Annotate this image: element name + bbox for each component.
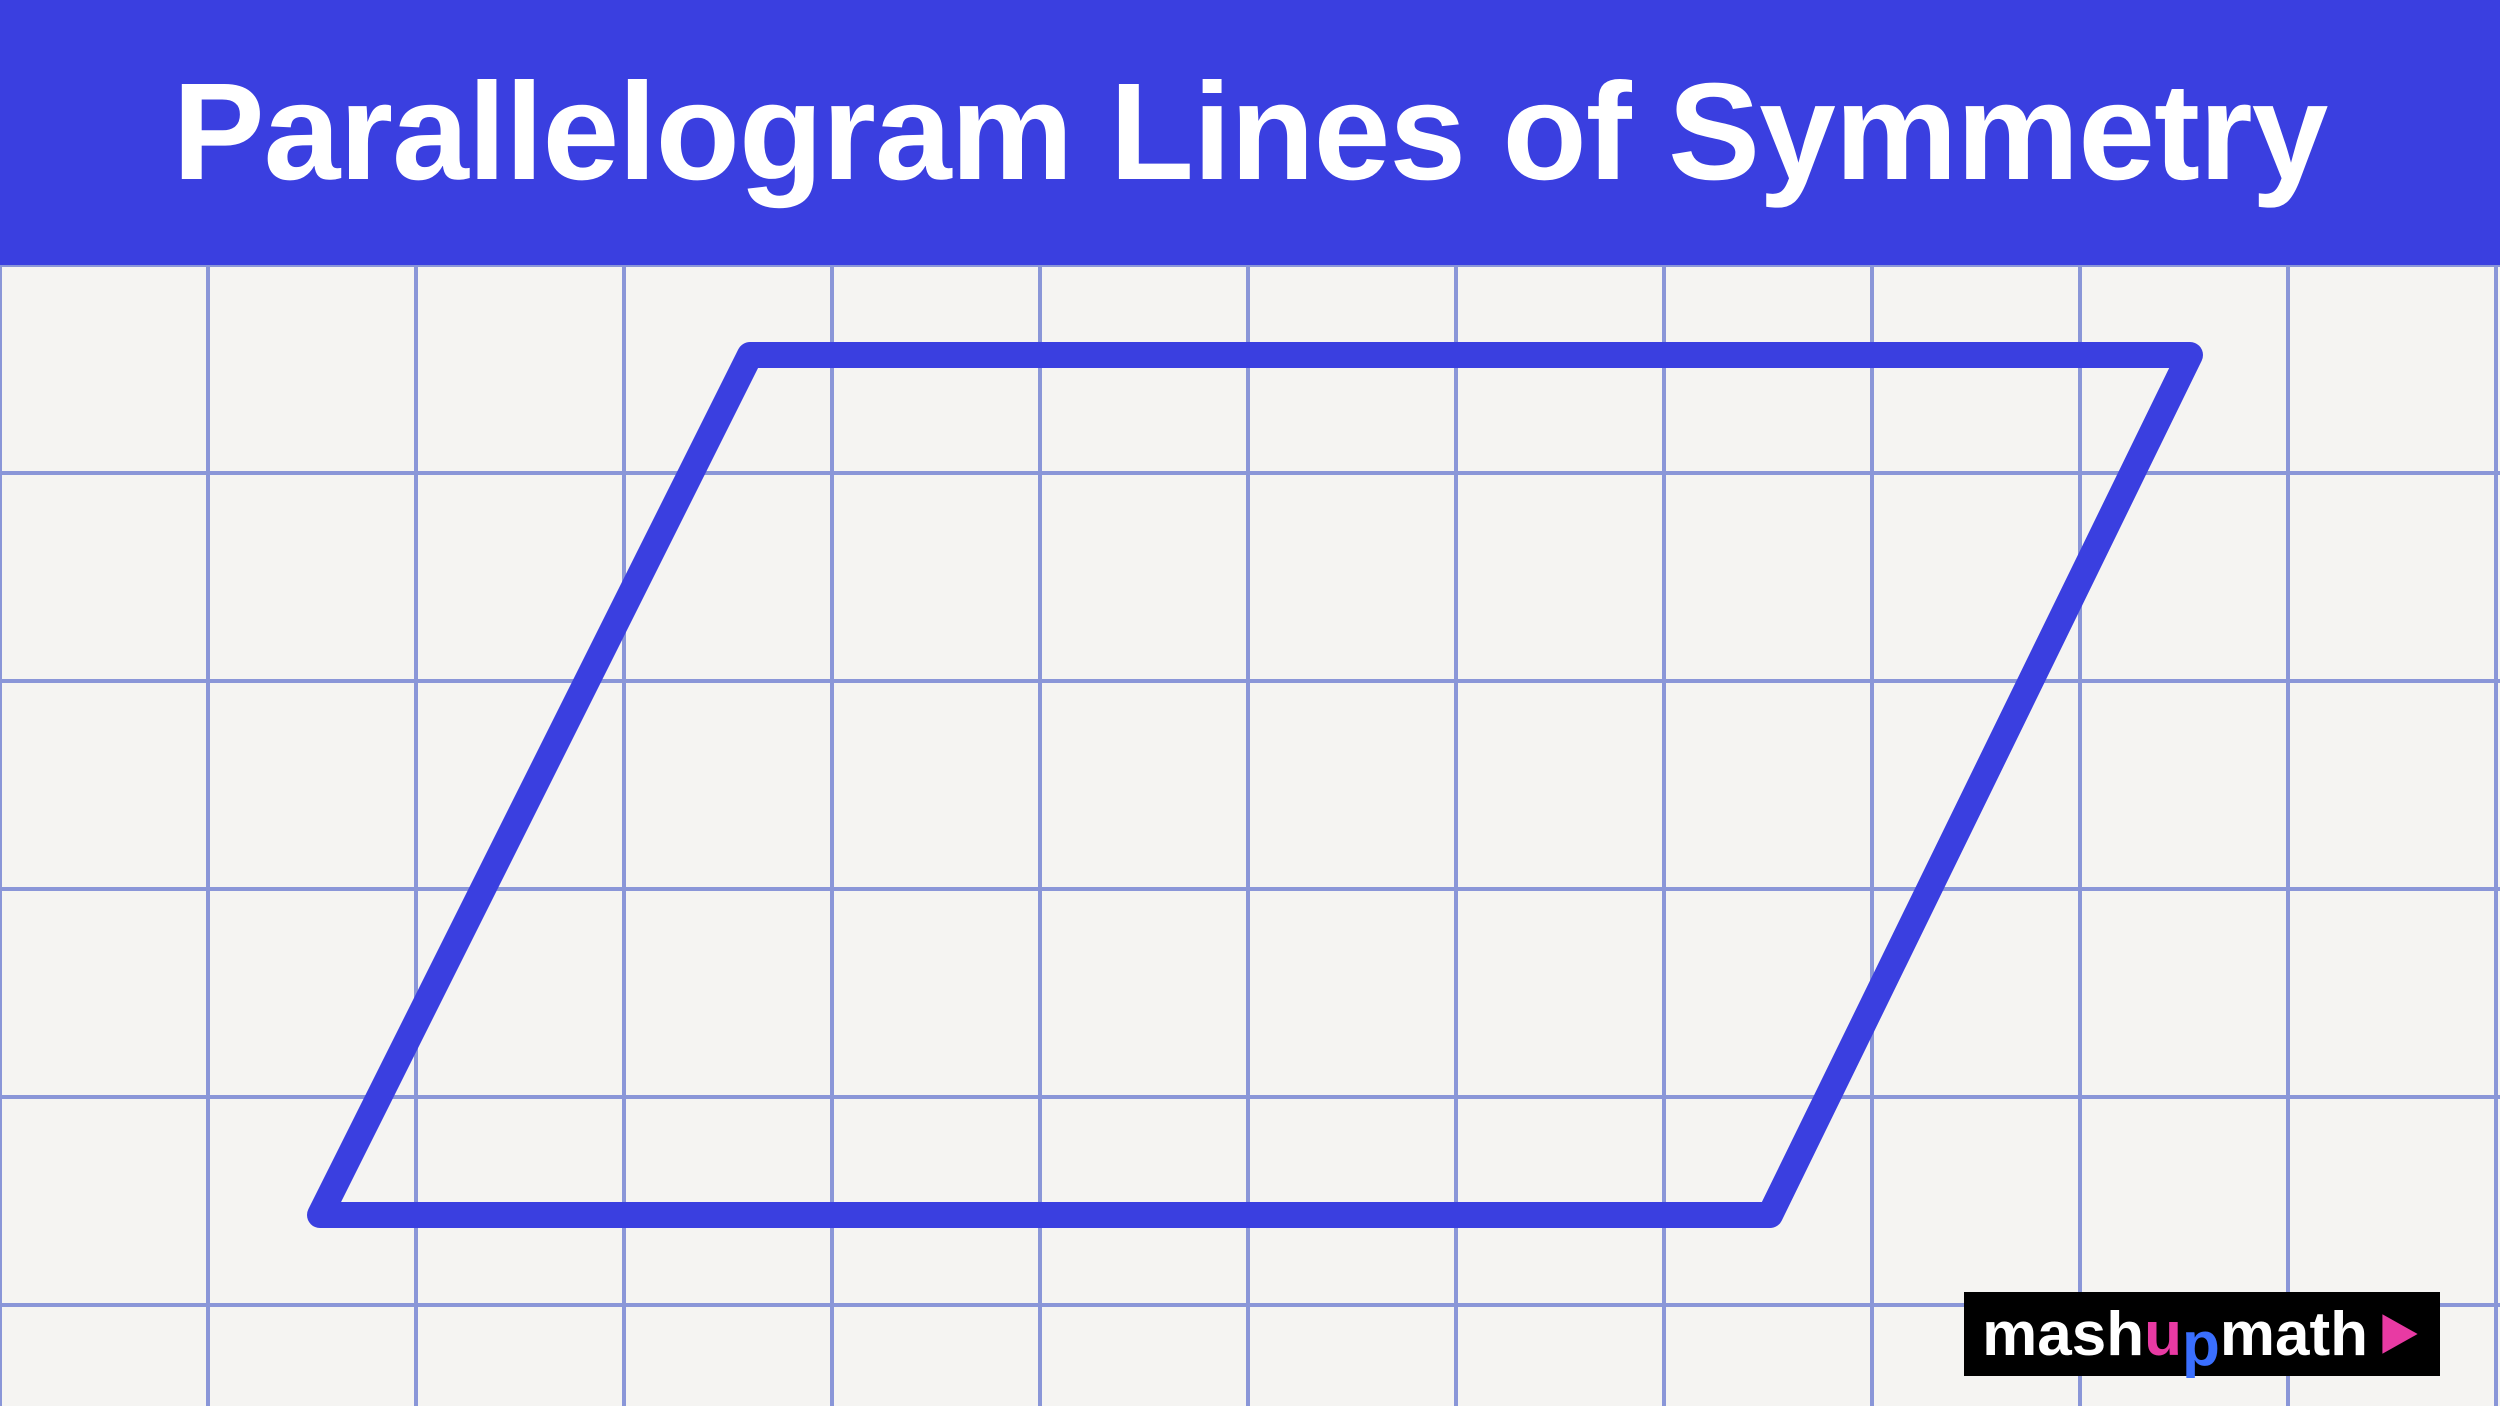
title-banner: Parallelogram Lines of Symmetry <box>0 0 2500 265</box>
play-triangle-icon <box>2378 1312 2422 1356</box>
grid-area <box>0 265 2500 1406</box>
brand-logo: mash u p math <box>1964 1292 2440 1376</box>
page-title: Parallelogram Lines of Symmetry <box>173 53 2328 212</box>
grid-svg <box>0 265 2500 1406</box>
logo-text-u: u <box>2144 1299 2182 1370</box>
logo-text-math: math <box>2220 1299 2368 1370</box>
logo-text-p: p <box>2182 1309 2220 1380</box>
stage: Parallelogram Lines of Symmetry mash u p… <box>0 0 2500 1406</box>
parallelogram-shape <box>320 355 2190 1215</box>
logo-text-mash: mash <box>1982 1299 2144 1370</box>
